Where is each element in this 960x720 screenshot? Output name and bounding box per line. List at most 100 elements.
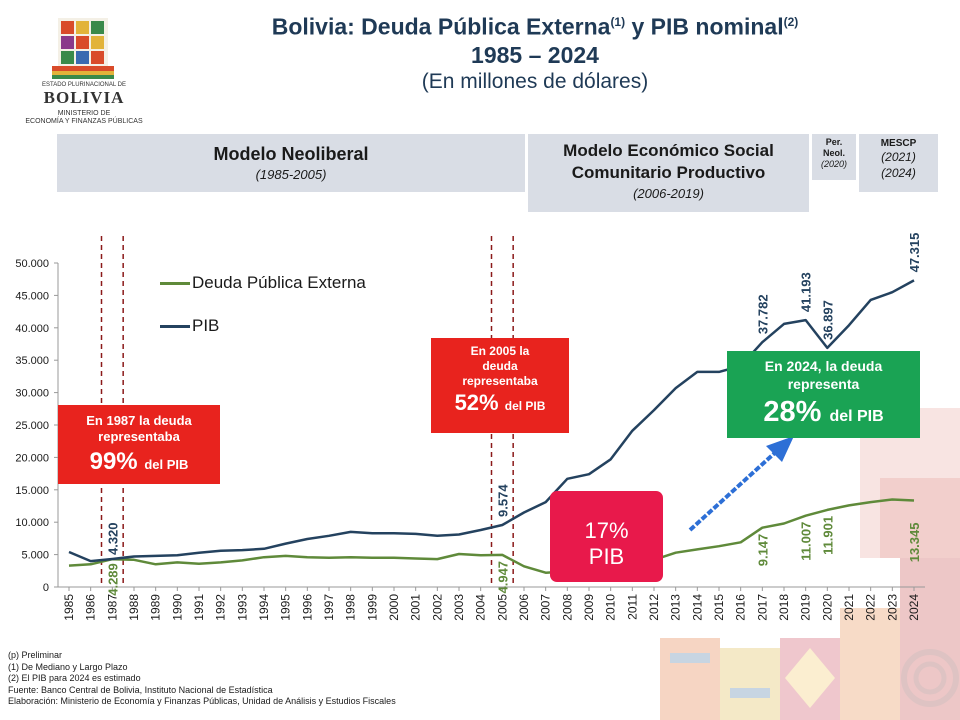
callout-1987: En 1987 la deuda representaba 99% del PIB [58, 405, 220, 484]
series-lines [68, 279, 915, 574]
data-label-gdp: 9.574 [495, 484, 510, 517]
x-tick-label: 2016 [734, 594, 748, 621]
x-tick-label: 2020 [820, 594, 834, 621]
y-tick-label: 50.000 [15, 258, 49, 270]
y-tick-label: 10.000 [15, 517, 49, 529]
x-tick-label: 2003 [452, 594, 466, 621]
y-tick-label: 20.000 [15, 452, 49, 464]
period-mescp-2021-2024: MESCP (2021) (2024) [859, 134, 938, 192]
x-tick-label: 1997 [322, 594, 336, 621]
x-tick-label: 2021 [842, 594, 856, 621]
trend-arrow-head [766, 436, 794, 462]
data-label-debt: 11.901 [820, 516, 835, 555]
x-tick-label: 2024 [907, 594, 921, 621]
y-tick-label: 15.000 [15, 485, 49, 497]
x-tick-label: 2006 [517, 594, 531, 621]
x-tick-label: 2012 [647, 594, 661, 621]
x-tick-label: 2007 [539, 594, 553, 621]
x-tick-label: 2011 [625, 594, 639, 620]
x-tick-label: 1991 [192, 594, 206, 621]
x-tick-label: 1989 [149, 594, 163, 621]
y-tick-label: 30.000 [15, 388, 49, 400]
x-tick-label: 2023 [885, 594, 899, 621]
footnotes: (p) Preliminar (1) De Mediano y Largo Pl… [8, 650, 396, 708]
x-tick-label: 2017 [755, 594, 769, 621]
decorative-textile-pattern [660, 408, 960, 720]
data-label-gdp: 47.315 [907, 233, 922, 273]
data-label-gdp: 41.193 [799, 272, 814, 312]
data-label-gdp: 4.320 [105, 522, 120, 555]
chart-legend: Deuda Pública Externa PIB [160, 272, 366, 337]
x-tick-label: 1994 [257, 594, 271, 621]
footnote: (1) De Mediano y Largo Plazo [8, 661, 128, 672]
series-line-gdp [68, 279, 915, 563]
x-tick-label: 1985 [62, 594, 76, 621]
x-tick-label: 1988 [127, 594, 141, 621]
trend-arrow [688, 436, 794, 532]
logo-state-text: ESTADO PLURINACIONAL DE [41, 82, 127, 88]
data-label-debt: 4.947 [495, 561, 510, 594]
data-label-gdp: 36.897 [820, 300, 835, 340]
footnote-source: Fuente: Banco Central de Bolivia, Instit… [8, 684, 273, 695]
y-tick-label: 5.000 [21, 550, 49, 562]
x-tick-label: 1998 [344, 594, 358, 621]
x-tick-label: 2018 [777, 594, 791, 621]
footnote: (2) El PIB para 2024 es estimado [8, 673, 141, 683]
data-label-debt: 13.345 [907, 523, 922, 563]
logo-ministry-text: MINISTERIO DE ECONOMÍA Y FINANZAS PÚBLIC… [25, 110, 143, 125]
y-tick-label: 45.000 [15, 290, 49, 302]
y-tick-label: 0 [43, 582, 49, 594]
series-line-debt [68, 498, 915, 574]
trend-arrow-shaft [688, 448, 780, 532]
legend-item-gdp: PIB [160, 315, 366, 337]
callout-2024: En 2024, la deuda representa 28% del PIB [727, 351, 920, 438]
legend-item-debt: Deuda Pública Externa [160, 272, 366, 294]
x-tick-label: 1993 [235, 594, 249, 621]
x-tick-label: 2014 [690, 594, 704, 621]
period-mescp: Modelo Económico Social Comunitario Produ… [528, 134, 809, 212]
x-tick-label: 1995 [279, 594, 293, 621]
legend-swatch-gdp [160, 324, 190, 328]
y-axis-ticks: 0 5.000 10.000 15.000 20.000 25.000 30.000 35.0… [15, 258, 58, 594]
data-label-debt: 9.147 [755, 534, 770, 567]
x-tick-label: 1992 [214, 594, 228, 621]
x-tick-label: 1990 [170, 594, 184, 621]
x-tick-label: 2019 [799, 594, 813, 621]
period-neoliberal-2020: Per. Neol. (2020) [812, 134, 856, 180]
x-tick-label: 2022 [864, 594, 878, 621]
y-tick-label: 40.000 [15, 323, 49, 335]
ministry-logo: ESTADO PLURINACIONAL DE BOLIVIA MINISTER… [14, 14, 154, 132]
x-tick-label: 2013 [669, 594, 683, 621]
x-tick-label: 2002 [430, 594, 444, 621]
period-neoliberal: Modelo Neoliberal (1985-2005) [57, 134, 525, 192]
data-label-debt: 11.007 [799, 522, 814, 561]
y-tick-label: 25.000 [15, 420, 49, 432]
data-label-gdp: 37.782 [755, 294, 770, 334]
x-tick-label: 2015 [712, 594, 726, 621]
x-tick-label: 1986 [84, 594, 98, 621]
legend-swatch-debt [160, 281, 190, 285]
x-tick-label: 1999 [365, 594, 379, 621]
x-tick-label: 2010 [604, 594, 618, 621]
y-tick-label: 35.000 [15, 355, 49, 367]
data-label-debt: 4.289 [105, 563, 120, 596]
data-labels: 4.289 4.320 4.947 9.574 9.147 37.782 11.007 41.… [105, 233, 922, 596]
footnote: (p) Preliminar [8, 650, 63, 660]
page-title-block: Bolivia: Deuda Pública Externa(1) y PIB … [160, 8, 910, 95]
legend-label-debt: Deuda Pública Externa [192, 273, 366, 292]
legend-label-gdp: PIB [192, 316, 220, 335]
x-tick-label: 2004 [474, 594, 488, 621]
footnote-credits: Elaboración: Ministerio de Economía y Fi… [8, 696, 396, 706]
x-tick-label: 2000 [387, 594, 401, 621]
callout-2005: En 2005 la deuda representaba 52% del PIB [431, 338, 569, 433]
x-tick-label: 1987 [105, 594, 119, 621]
x-tick-label: 1996 [300, 594, 314, 621]
coat-of-arms-icon [52, 18, 114, 79]
logo-country-text: BOLIVIA [43, 88, 125, 107]
page-subtitle-units: (En millones de dólares) [421, 69, 649, 93]
x-tick-label: 2008 [560, 594, 574, 621]
page-title: Bolivia: Deuda Pública Externa(1) y PIB … [271, 13, 799, 40]
x-tick-label: 2005 [495, 594, 509, 621]
x-tick-label: 2009 [582, 594, 596, 621]
